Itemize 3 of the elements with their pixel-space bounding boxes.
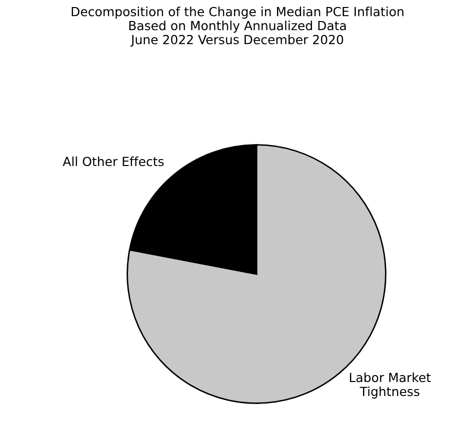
chart-title: Decomposition of the Change in Median PCE Inflation Based on Monthly Annualized Data June 2022 Versus December 2020 [72,6,404,47]
slice-label: All Other Effects [62,156,164,166]
slice-label: Labor Market Tightness [350,372,431,399]
